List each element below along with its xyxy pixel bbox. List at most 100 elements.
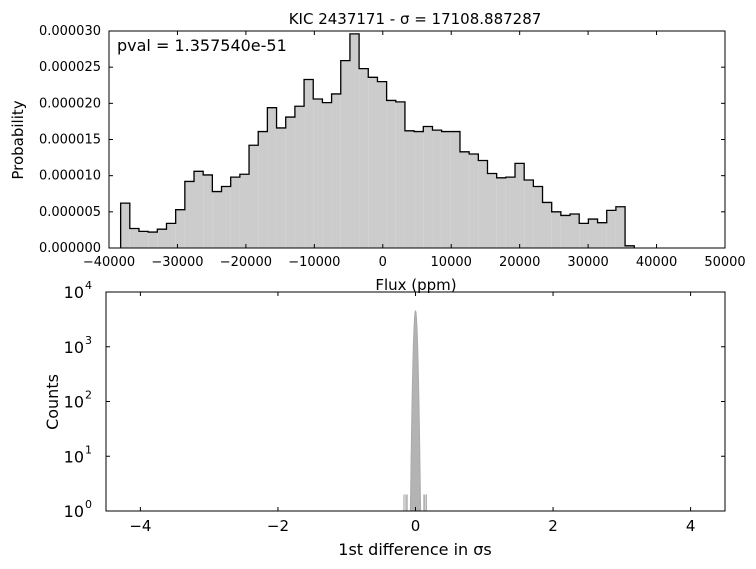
histogram-bar bbox=[340, 60, 350, 249]
x-tick-label: 0 bbox=[411, 517, 421, 535]
histogram-bar bbox=[230, 177, 240, 248]
x-tick-label: 30000 bbox=[567, 255, 608, 270]
histogram-bar bbox=[359, 68, 369, 248]
histogram-bar bbox=[496, 177, 506, 248]
histogram-bar bbox=[579, 223, 589, 248]
histogram-bar bbox=[524, 180, 534, 248]
histogram-bar bbox=[469, 153, 479, 248]
x-tick-label: 50000 bbox=[704, 255, 745, 270]
histogram-bar bbox=[377, 81, 387, 248]
difference-histogram-bars bbox=[403, 494, 428, 511]
histogram-bar bbox=[459, 151, 470, 248]
histogram-bar bbox=[441, 131, 451, 248]
histogram-step-outline bbox=[119, 33, 635, 248]
histogram-bar bbox=[212, 191, 222, 248]
histogram-bar bbox=[138, 231, 149, 248]
histogram-bar bbox=[368, 77, 378, 248]
histogram-bar bbox=[349, 33, 360, 248]
histogram-bar bbox=[432, 130, 442, 248]
histogram-bar bbox=[386, 100, 396, 248]
y-tick-label: 10 bbox=[64, 393, 84, 412]
y-tick-label: 0.000030 bbox=[39, 24, 101, 39]
histogram-bar bbox=[533, 186, 543, 248]
histogram-bar bbox=[129, 228, 139, 248]
histogram-bar bbox=[166, 223, 176, 248]
histogram-bar bbox=[221, 186, 231, 248]
histogram-x-ticks: −40000 −30000 −20000 −10000 0 10000 20000 30000… bbox=[83, 31, 746, 270]
x-tick-label: −30000 bbox=[151, 255, 203, 270]
y-tick-label: 0.000005 bbox=[39, 205, 101, 220]
y-tick-label: 0.000010 bbox=[39, 169, 101, 184]
y-tick-label: 10 bbox=[64, 283, 84, 302]
histogram-bar bbox=[294, 106, 305, 248]
histogram-bar bbox=[331, 93, 341, 249]
x-tick-label: −2 bbox=[267, 517, 289, 535]
y-tick-label: 0.000015 bbox=[39, 133, 101, 148]
histogram-panel: KIC 2437171 - σ = 17108.887287 pval = 1.… bbox=[9, 10, 746, 294]
histogram-bar bbox=[450, 131, 460, 248]
histogram-bar bbox=[194, 171, 204, 248]
histogram-bar bbox=[414, 131, 424, 248]
histogram-bar bbox=[239, 174, 250, 248]
histogram-title: KIC 2437171 - σ = 17108.887287 bbox=[289, 10, 542, 28]
y-tick-label: 10 bbox=[64, 447, 84, 466]
histogram-bar bbox=[395, 101, 405, 249]
histogram-bar bbox=[276, 127, 286, 248]
x-tick-label: 0 bbox=[379, 255, 387, 270]
y-tick-label: 0.000020 bbox=[39, 96, 101, 111]
x-tick-label: 2 bbox=[548, 517, 558, 535]
histogram-bar bbox=[258, 131, 268, 248]
difference-x-axis-label: 1st difference in σs bbox=[338, 540, 491, 559]
x-tick-label: −40000 bbox=[83, 255, 135, 270]
histogram-bar bbox=[570, 214, 580, 248]
histogram-bar bbox=[285, 117, 295, 249]
difference-histogram-peak bbox=[407, 310, 424, 512]
pval-annotation: pval = 1.357540e-51 bbox=[117, 36, 287, 55]
histogram-bar bbox=[313, 98, 323, 248]
y-tick-label: 10 bbox=[64, 502, 84, 521]
histogram-bar bbox=[551, 211, 561, 248]
x-tick-label: 10000 bbox=[431, 255, 472, 270]
y-tick-exponent: 0 bbox=[85, 498, 92, 511]
histogram-bar bbox=[304, 79, 314, 248]
histogram-bar bbox=[203, 174, 213, 248]
y-tick-exponent: 3 bbox=[85, 334, 92, 347]
histogram-bar bbox=[184, 181, 195, 248]
x-tick-label: −10000 bbox=[288, 255, 340, 270]
histogram-bar bbox=[515, 163, 525, 248]
x-tick-label: −4 bbox=[129, 517, 151, 535]
histogram-bar bbox=[404, 130, 415, 248]
histogram-bar bbox=[588, 219, 598, 248]
histogram-bar bbox=[487, 173, 497, 248]
difference-y-axis-label: Counts bbox=[43, 374, 62, 430]
y-tick-exponent: 4 bbox=[85, 279, 92, 292]
y-tick-exponent: 1 bbox=[85, 443, 92, 456]
x-tick-label: 20000 bbox=[499, 255, 540, 270]
histogram-y-axis-label: Probability bbox=[9, 100, 27, 179]
histogram-bar bbox=[120, 203, 130, 248]
histogram-bar bbox=[322, 102, 332, 248]
x-tick-label: −20000 bbox=[220, 255, 272, 270]
histogram-bars bbox=[120, 33, 635, 249]
histogram-bar bbox=[157, 229, 167, 248]
x-tick-label: 40000 bbox=[636, 255, 677, 270]
histogram-bar bbox=[606, 210, 616, 248]
histogram-bar bbox=[597, 222, 607, 248]
y-tick-exponent: 2 bbox=[85, 389, 92, 402]
histogram-bar bbox=[267, 107, 277, 248]
histogram-bar bbox=[148, 232, 158, 248]
histogram-bar bbox=[505, 177, 516, 248]
difference-x-ticks: −4 −2 0 2 4 bbox=[129, 292, 695, 535]
histogram-bar bbox=[542, 202, 552, 248]
histogram-bar bbox=[175, 209, 185, 248]
histogram-bar bbox=[615, 206, 626, 248]
histogram-bar bbox=[625, 245, 635, 248]
histogram-y-ticks: 0.000000 0.000005 0.000010 0.000015 0.000020… bbox=[39, 24, 725, 256]
histogram-bar bbox=[249, 145, 259, 248]
y-tick-label: 0.000025 bbox=[39, 60, 101, 75]
histogram-x-axis-label: Flux (ppm) bbox=[375, 276, 456, 294]
histogram-bar bbox=[478, 160, 488, 248]
histogram-bar bbox=[423, 126, 433, 248]
